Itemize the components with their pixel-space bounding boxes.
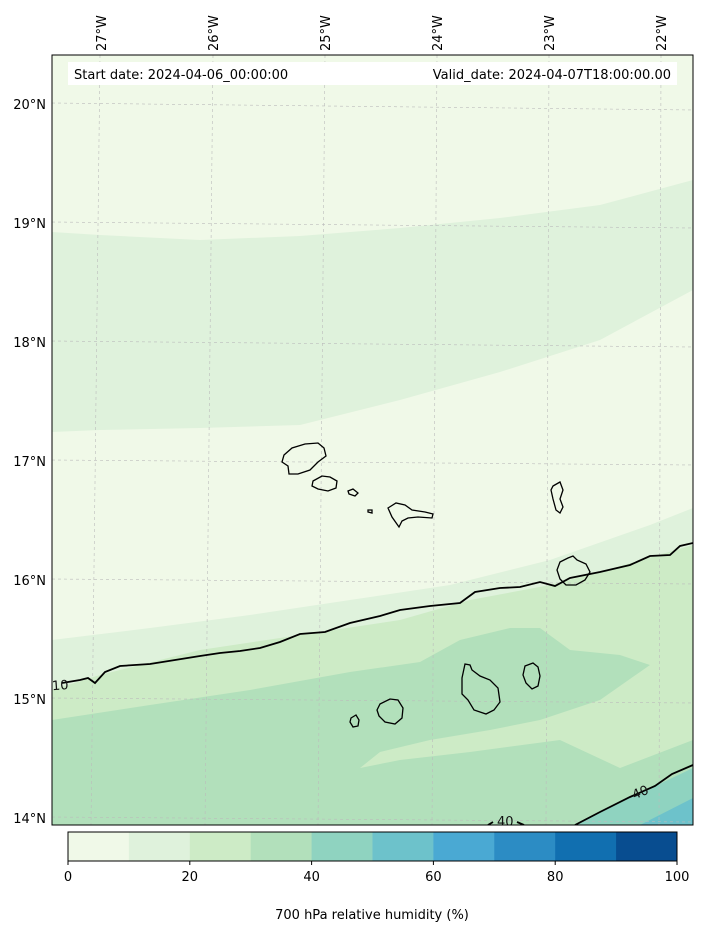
island-raso xyxy=(367,509,373,514)
parallel-16n xyxy=(52,578,693,585)
colorbar-tick-label-2: 40 xyxy=(303,870,320,885)
colorbar-tick-label-0: 0 xyxy=(64,870,72,885)
latitude-ticks: 20°N 19°N 18°N 17°N 16°N 15°N 14°N xyxy=(13,98,46,827)
lon-tick-27w: 27°W xyxy=(95,15,110,51)
colorbar-bin-0 xyxy=(68,832,130,861)
island-santo-antao xyxy=(281,442,327,475)
colorbar-tick-label-4: 80 xyxy=(547,870,564,885)
colorbar-bin-2 xyxy=(189,832,252,861)
meridian-25w xyxy=(317,55,326,825)
start-date-label: Start date: 2024-04-06_00:00:00 xyxy=(74,68,288,83)
colorbar-bin-1 xyxy=(128,832,191,861)
map-area: 10 40 40 xyxy=(52,55,693,830)
colorbar-tick-label-5: 100 xyxy=(665,870,690,885)
colorbar-bin-6 xyxy=(433,832,495,861)
colorbar-label: 700 hPa relative humidity (%) xyxy=(275,908,469,923)
island-sao-vicente xyxy=(311,475,338,492)
lon-tick-24w: 24°W xyxy=(431,15,446,51)
colorbar: 0 20 40 60 80 100 xyxy=(64,831,690,885)
island-santa-luzia xyxy=(347,488,359,497)
colorbar-bin-4 xyxy=(311,832,373,861)
island-maio xyxy=(522,662,541,690)
meridian-26w xyxy=(204,55,214,825)
island-sao-nicolau xyxy=(387,502,434,529)
meridian-23w xyxy=(545,55,550,825)
lat-tick-17n: 17°N xyxy=(13,455,46,470)
colorbar-bin-9 xyxy=(616,832,678,861)
parallel-15n xyxy=(52,697,693,704)
meridian-24w xyxy=(431,55,438,825)
colorbar-bin-7 xyxy=(494,832,556,861)
lon-tick-26w: 26°W xyxy=(207,15,222,51)
parallel-19n xyxy=(52,221,693,229)
island-santiago xyxy=(461,663,501,715)
colorbar-tick-label-1: 20 xyxy=(182,870,199,885)
contour-10 xyxy=(61,542,693,685)
contour-40-right xyxy=(574,764,693,825)
gridlines xyxy=(52,55,693,825)
humidity-band-50-60 xyxy=(640,798,693,825)
parallel-18n xyxy=(52,340,693,348)
colorbar-bin-5 xyxy=(372,832,434,861)
island-brava xyxy=(349,714,360,728)
header-box xyxy=(68,62,677,85)
contour-label-10: 10 xyxy=(52,678,70,694)
meridian-27w xyxy=(90,55,101,825)
contour-label-40-bottom: 40 xyxy=(497,815,514,830)
longitude-ticks: 27°W 26°W 25°W 24°W 23°W 22°W xyxy=(95,15,670,51)
map-frame xyxy=(51,54,694,826)
contour-label-40-right: 40 xyxy=(630,783,651,803)
lat-tick-19n: 19°N xyxy=(13,217,46,232)
meridian-22w xyxy=(658,55,662,825)
humidity-band-30-40 xyxy=(52,628,693,825)
lon-tick-22w: 22°W xyxy=(655,15,670,51)
colorbar-bin-8 xyxy=(555,832,617,861)
lon-tick-25w: 25°W xyxy=(319,15,334,51)
parallel-17n xyxy=(52,459,693,466)
parallel-14n xyxy=(52,816,693,823)
parallel-20n xyxy=(52,102,693,111)
island-boa-vista xyxy=(556,555,591,586)
coastlines xyxy=(281,442,591,728)
colorbar-bin-3 xyxy=(250,832,313,861)
lon-tick-23w: 23°W xyxy=(543,15,558,51)
island-sal xyxy=(550,481,564,514)
valid-date-label: Valid_date: 2024-04-07T18:00:00.00 xyxy=(433,68,671,83)
contour-labels: 10 40 40 xyxy=(52,678,651,830)
lat-tick-20n: 20°N xyxy=(13,98,46,113)
colorbar-tick-label-3: 60 xyxy=(425,870,442,885)
colorbar-frame xyxy=(67,831,678,862)
lat-tick-15n: 15°N xyxy=(13,693,46,708)
lat-tick-18n: 18°N xyxy=(13,336,46,351)
humidity-band-10-20-north xyxy=(52,180,693,432)
lat-tick-16n: 16°N xyxy=(13,574,46,589)
lat-tick-14n: 14°N xyxy=(13,812,46,827)
island-fogo xyxy=(376,698,404,725)
